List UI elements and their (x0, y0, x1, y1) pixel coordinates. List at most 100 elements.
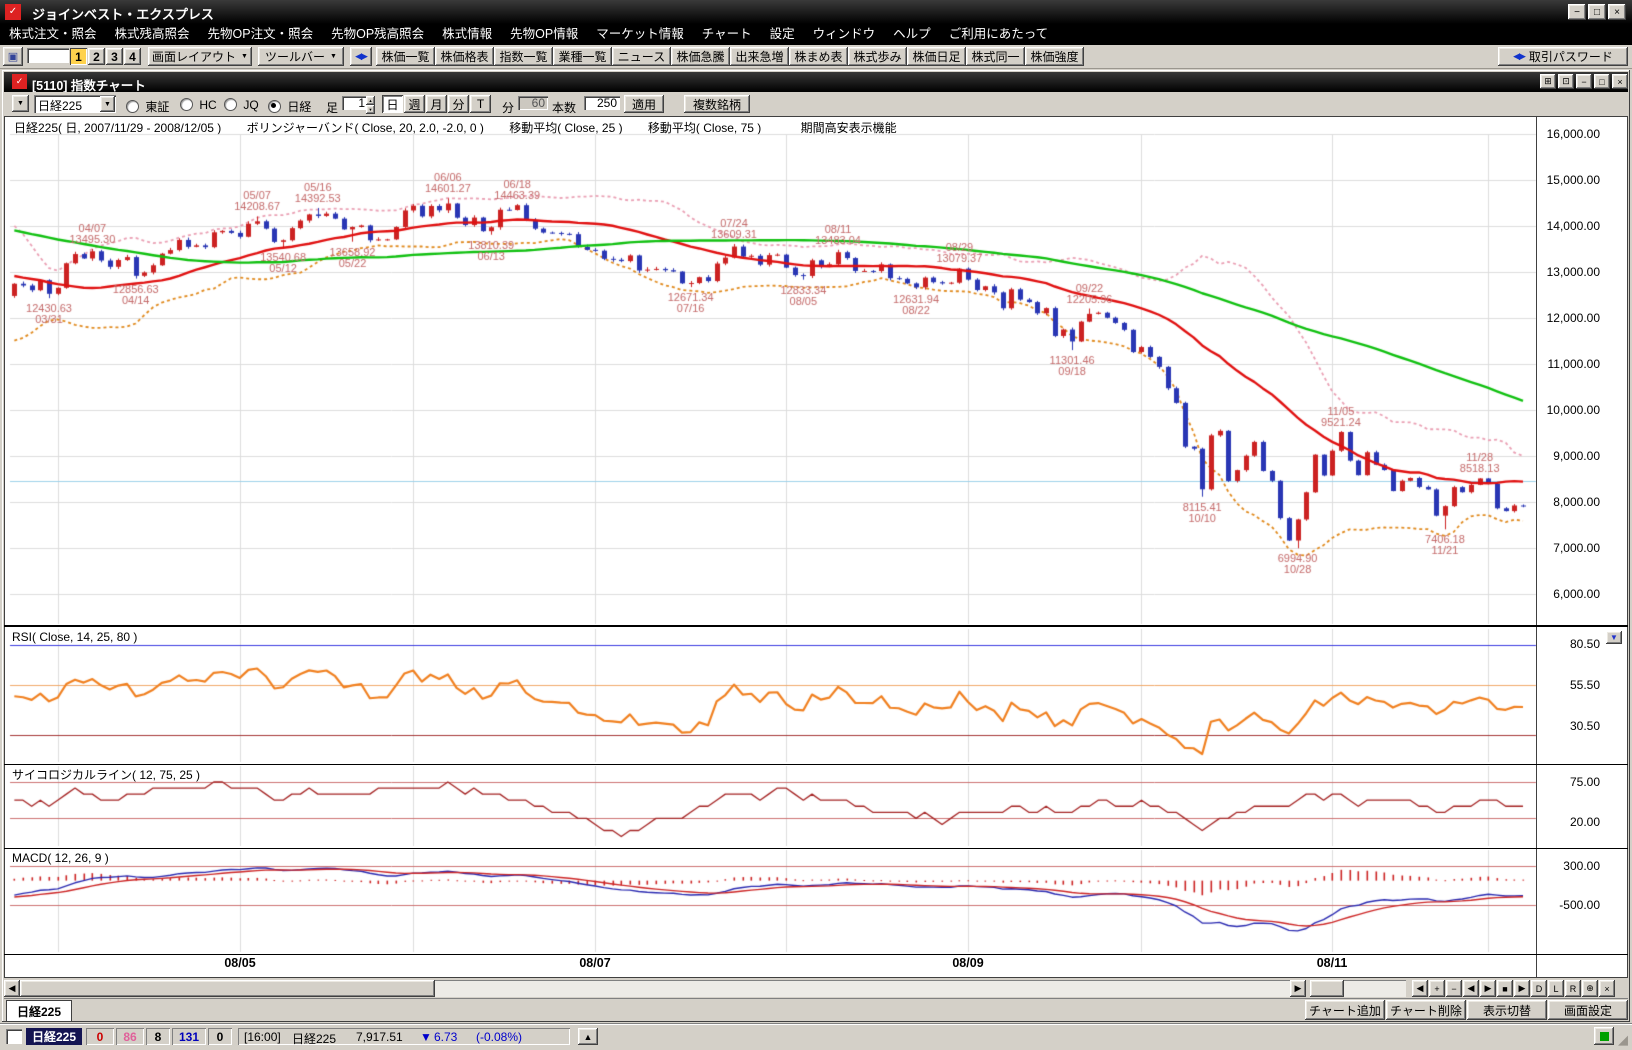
status-name: 日経225 (292, 1032, 337, 1046)
chevron-down-icon[interactable]: ▼ (100, 96, 115, 112)
status-expand-button[interactable]: ▲ (578, 1028, 598, 1045)
chart-stop-button[interactable]: ■ (1497, 980, 1513, 997)
radio-icon (224, 98, 237, 111)
layout-1-button[interactable]: 1 (70, 48, 87, 65)
toolbar-button-price-board[interactable]: 株価格表 (435, 47, 494, 66)
scrollbar-right-button[interactable]: ▶ (1290, 980, 1306, 997)
panel-separator[interactable] (4, 625, 1628, 627)
chart-step-forward-button[interactable]: ▶ (1480, 980, 1496, 997)
menu-item-futures-balance[interactable]: 先物OP残高照会 (331, 27, 425, 41)
menu-item-help[interactable]: ヘルプ (893, 27, 931, 41)
menu-item-stock-info[interactable]: 株式情報 (442, 27, 493, 41)
zoom-scrollbar-thumb[interactable] (1310, 980, 1344, 997)
toolbar-button-strength[interactable]: 株価強度 (1025, 47, 1084, 66)
price-chart-canvas[interactable] (4, 132, 1628, 978)
restore-button[interactable]: □ (1588, 4, 1606, 20)
menu-item-stock-balance[interactable]: 株式残高照会 (114, 27, 190, 41)
market-radio-nikkei[interactable]: 日経 (268, 98, 311, 115)
trade-password-button[interactable]: ◀▶ 取引パスワード (1498, 47, 1628, 66)
symbol-combo[interactable]: 日経225 ▼ (34, 95, 116, 113)
menu-item-chart[interactable]: チャート (701, 27, 752, 41)
rsi-axis-label: 55.50 (1569, 678, 1600, 692)
ashi-spinner[interactable]: ▲ ▼ (366, 96, 375, 114)
status-icon-box[interactable] (6, 1029, 22, 1044)
bars-input[interactable] (584, 96, 620, 110)
scroll-arrows-button[interactable]: ◀▶ (350, 47, 372, 66)
y-axis-label: 12,000.00 (1546, 311, 1600, 325)
chart-clear-button[interactable]: × (1599, 980, 1615, 997)
menu-item-window[interactable]: ウィンドウ (812, 27, 876, 41)
chart-mode-r-button[interactable]: R (1565, 980, 1581, 997)
tab-nikkei225[interactable]: 日経225 (6, 1000, 72, 1021)
chart-step-back-button[interactable]: ◀ (1463, 980, 1479, 997)
menu-item-settings[interactable]: 設定 (769, 27, 795, 41)
app-title: ジョインベスト・エクスプレス (32, 7, 214, 22)
ashi-input[interactable] (342, 96, 368, 110)
spin-up-icon[interactable]: ▲ (366, 96, 375, 105)
chart-window-extra2-button[interactable]: ⊡ (1558, 74, 1574, 89)
toolbar-button-volume-surge[interactable]: 出来急増 (730, 47, 789, 66)
period-week-button[interactable]: 週 (404, 95, 425, 113)
chart-mode-l-button[interactable]: L (1548, 980, 1564, 997)
magnifier-icon[interactable]: ⊕ (1582, 980, 1598, 997)
period-month-button[interactable]: 月 (426, 95, 447, 113)
period-tick-button[interactable]: T (470, 95, 491, 113)
period-minute-button[interactable]: 分 (448, 95, 469, 113)
market-radio-hc[interactable]: HC (180, 98, 217, 112)
toolbar-button-summary[interactable]: 株まめ表 (789, 47, 848, 66)
toolbar-button-news[interactable]: ニュース (612, 47, 671, 66)
menu-item-usage[interactable]: ご利用にあたって (948, 27, 1049, 41)
delete-chart-button[interactable]: チャート削除 (1386, 1000, 1466, 1020)
toolbar-button-sector-list[interactable]: 業種一覧 (553, 47, 612, 66)
menu-item-futures-order[interactable]: 先物OP注文・照会 (207, 27, 314, 41)
windows-icon[interactable]: ▣ (3, 47, 23, 66)
quick-code-input[interactable] (27, 48, 69, 63)
status-chart-button[interactable] (1594, 1027, 1614, 1045)
status-market-cell: [16:00] 日経225 7,917.51 ▼ 6.73 (-0.08%) (238, 1028, 570, 1046)
menu-item-stock-order[interactable]: 株式注文・照会 (9, 27, 97, 41)
scrollbar-thumb[interactable] (20, 980, 435, 997)
panel-separator[interactable] (4, 764, 1628, 765)
toggle-display-button[interactable]: 表示切替 (1467, 1000, 1547, 1020)
menu-item-market-info[interactable]: マーケット情報 (596, 27, 684, 41)
panel-separator[interactable] (4, 848, 1628, 849)
chart-window-icon: ✓ (12, 74, 27, 89)
screen-layout-button[interactable]: 画面レイアウト ▼ (148, 47, 252, 66)
chart-window-minimize-button[interactable]: − (1576, 74, 1592, 89)
chart-window-extra1-button[interactable]: ⊞ (1540, 74, 1556, 89)
menu-item-futures-info[interactable]: 先物OP情報 (510, 27, 579, 41)
y-axis-label: 11,000.00 (1547, 357, 1601, 371)
add-chart-button[interactable]: チャート追加 (1305, 1000, 1385, 1020)
minimize-button[interactable]: − (1568, 4, 1586, 20)
toolbar-button-tick[interactable]: 株式歩み (848, 47, 907, 66)
screen-settings-button[interactable]: 画面設定 (1548, 1000, 1628, 1020)
chart-window-maximize-button[interactable]: □ (1594, 74, 1610, 89)
scrollbar-left-button[interactable]: ◀ (4, 980, 20, 997)
layout-4-button[interactable]: 4 (124, 48, 141, 65)
toolbar-button-same[interactable]: 株式同一 (966, 47, 1025, 66)
apply-button[interactable]: 適用 (624, 95, 664, 113)
toolbar-button-price-surge[interactable]: 株価急騰 (671, 47, 730, 66)
toolbar-button-price-list[interactable]: 株価一覧 (376, 47, 435, 66)
market-radio-jq[interactable]: JQ (224, 98, 259, 112)
toolbar-button-index-list[interactable]: 指数一覧 (494, 47, 553, 66)
chart-zoom-in-button[interactable]: + (1429, 980, 1445, 997)
market-radio-tosho[interactable]: 東証 (126, 98, 169, 115)
chart-menu-icon[interactable]: ▼ (12, 95, 29, 112)
minutes-input[interactable] (518, 96, 548, 110)
layout-3-button[interactable]: 3 (106, 48, 123, 65)
layout-2-button[interactable]: 2 (88, 48, 105, 65)
spin-down-icon[interactable]: ▼ (366, 105, 375, 114)
resize-grip[interactable]: ◢ (1618, 1032, 1628, 1047)
toolbar-button-daily[interactable]: 株価日足 (907, 47, 966, 66)
period-day-button[interactable]: 日 (382, 95, 403, 113)
chart-nav-last-button[interactable]: ▶ (1514, 980, 1530, 997)
chart-zoom-out-button[interactable]: − (1446, 980, 1462, 997)
close-button[interactable]: × (1608, 4, 1626, 20)
chart-nav-first-button[interactable]: ◀ (1412, 980, 1428, 997)
multi-symbol-button[interactable]: 複数銘柄 (684, 95, 750, 113)
rsi-panel-menu-button[interactable]: ▼ (1606, 631, 1622, 644)
chart-mode-d-button[interactable]: D (1531, 980, 1547, 997)
toolbar-menu-button[interactable]: ツールバー ▼ (258, 47, 344, 66)
chart-window-close-button[interactable]: × (1612, 74, 1628, 89)
